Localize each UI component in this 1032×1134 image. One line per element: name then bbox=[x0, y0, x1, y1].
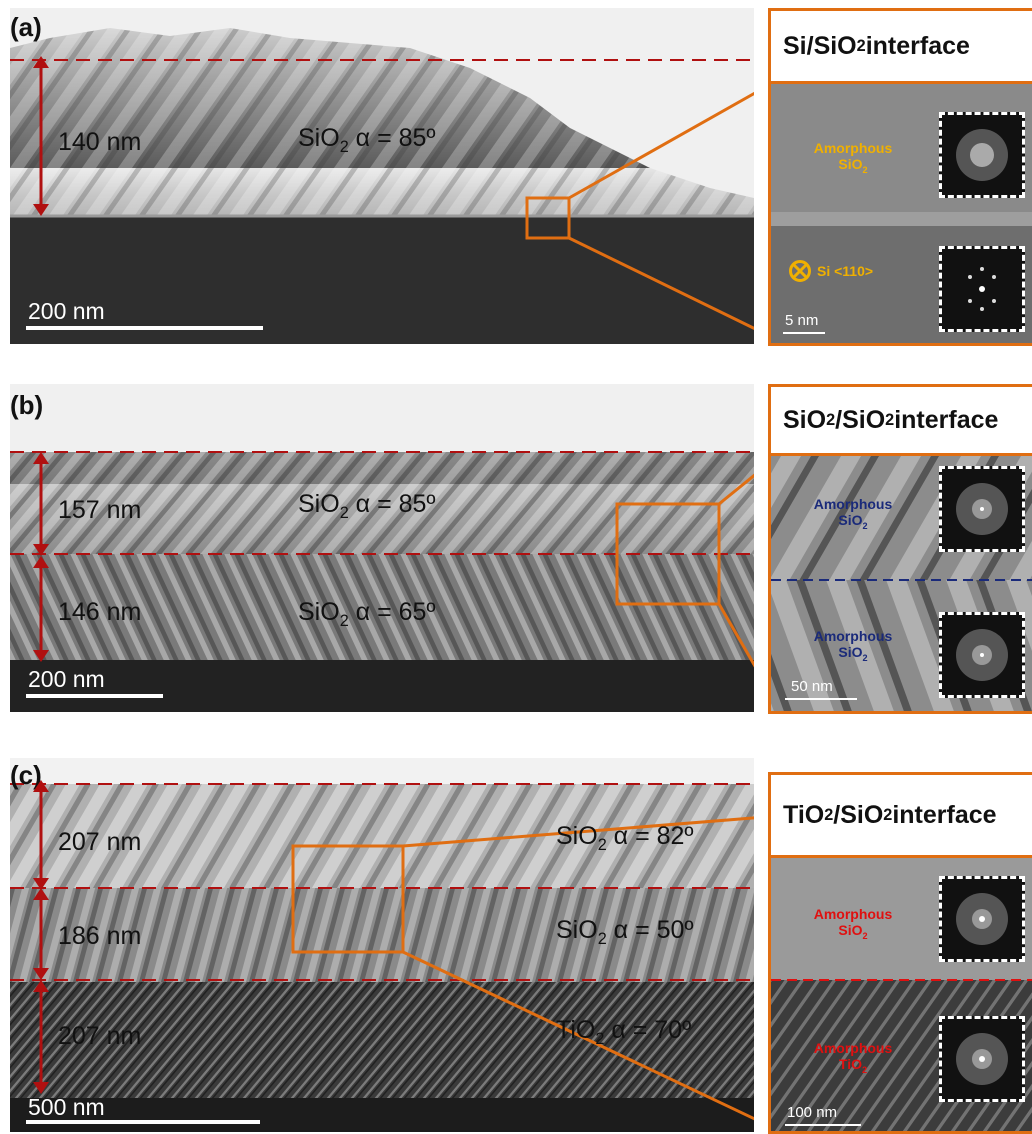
thickness-label-b2: 146 nm bbox=[58, 598, 142, 626]
inset-scale-label-a: 5 nm bbox=[785, 312, 819, 329]
tem-image-a bbox=[10, 8, 754, 344]
hrtem-inset-c: Amorphous SiO2 Amorphous TiO2 100 nm bbox=[768, 858, 1032, 1134]
thickness-label-c1: 207 nm bbox=[58, 828, 142, 856]
fft-bottom-c bbox=[939, 1016, 1025, 1102]
thickness-label-c2: 186 nm bbox=[58, 922, 142, 950]
layer-label-c3: TiO2 α = 70º bbox=[556, 1016, 692, 1048]
inset-label-bottom-b: Amorphous SiO2 bbox=[813, 628, 893, 663]
inset-label-top-a: Amorphous SiO2 bbox=[813, 140, 893, 175]
scale-bar-b bbox=[26, 694, 163, 698]
thickness-arrow-c3 bbox=[33, 980, 49, 1094]
scale-bar-label-a: 200 nm bbox=[28, 298, 105, 324]
inset-label-bottom-c: Amorphous TiO2 bbox=[813, 1040, 893, 1075]
inset-title-a: Si/SiO 2 interface bbox=[768, 8, 1032, 84]
into-page-icon bbox=[789, 260, 811, 282]
inset-scale-label-b: 50 nm bbox=[791, 678, 833, 695]
thickness-arrow-b1 bbox=[33, 452, 49, 556]
thickness-label-c3: 207 nm bbox=[58, 1022, 142, 1050]
inset-scale-bar-b bbox=[785, 698, 857, 700]
layer-label-b2: SiO2 α = 65º bbox=[298, 598, 436, 630]
scale-bar-label-b: 200 nm bbox=[28, 666, 105, 692]
thickness-arrow-c2 bbox=[33, 888, 49, 980]
tem-image-c bbox=[10, 758, 754, 1132]
inset-scale-bar-a bbox=[783, 332, 825, 334]
layer-label-b1: SiO2 α = 85º bbox=[298, 490, 436, 522]
inset-label-top-c: Amorphous SiO2 bbox=[813, 906, 893, 941]
fft-bottom-a bbox=[939, 246, 1025, 332]
inset-scale-label-c: 100 nm bbox=[787, 1104, 838, 1121]
inset-title-b: SiO 2/SiO 2 interface bbox=[768, 384, 1032, 456]
inset-scale-bar-c bbox=[785, 1124, 861, 1126]
panel-label-a: (a) bbox=[10, 12, 42, 42]
layer-label-a1: SiO2 α = 85º bbox=[298, 124, 436, 156]
scale-bar-label-c: 500 nm bbox=[28, 1094, 105, 1120]
zoom-box-c bbox=[291, 844, 405, 954]
zoom-box-a bbox=[525, 196, 571, 240]
hrtem-inset-b: Amorphous SiO2 Amorphous SiO2 50 nm bbox=[768, 456, 1032, 714]
scale-bar-c bbox=[26, 1120, 260, 1124]
inset-label-top-b: Amorphous SiO2 bbox=[813, 496, 893, 531]
thickness-label-a1: 140 nm bbox=[58, 128, 142, 156]
inset-label-bottom-a: Si <110> bbox=[789, 260, 873, 282]
thickness-label-b1: 157 nm bbox=[58, 496, 142, 524]
layer-label-c2: SiO2 α = 50º bbox=[556, 916, 694, 948]
fft-bottom-b bbox=[939, 612, 1025, 698]
scale-bar-a bbox=[26, 326, 263, 330]
inset-title-c: TiO 2/SiO 2 interface bbox=[768, 772, 1032, 858]
hrtem-inset-a: Amorphous SiO2 Si <110> 5 nm bbox=[768, 84, 1032, 346]
fft-top-b bbox=[939, 466, 1025, 552]
tem-image-b bbox=[10, 384, 754, 712]
thickness-arrow-b2 bbox=[33, 556, 49, 662]
fft-top-a bbox=[939, 112, 1025, 198]
layer-label-c1: SiO2 α = 82º bbox=[556, 822, 694, 854]
thickness-arrow-c1 bbox=[33, 780, 49, 890]
thickness-arrow-a1 bbox=[33, 56, 49, 216]
zoom-box-b bbox=[615, 502, 721, 606]
panel-label-c: (c) bbox=[10, 760, 42, 790]
panel-label-b: (b) bbox=[10, 390, 44, 420]
fft-top-c bbox=[939, 876, 1025, 962]
